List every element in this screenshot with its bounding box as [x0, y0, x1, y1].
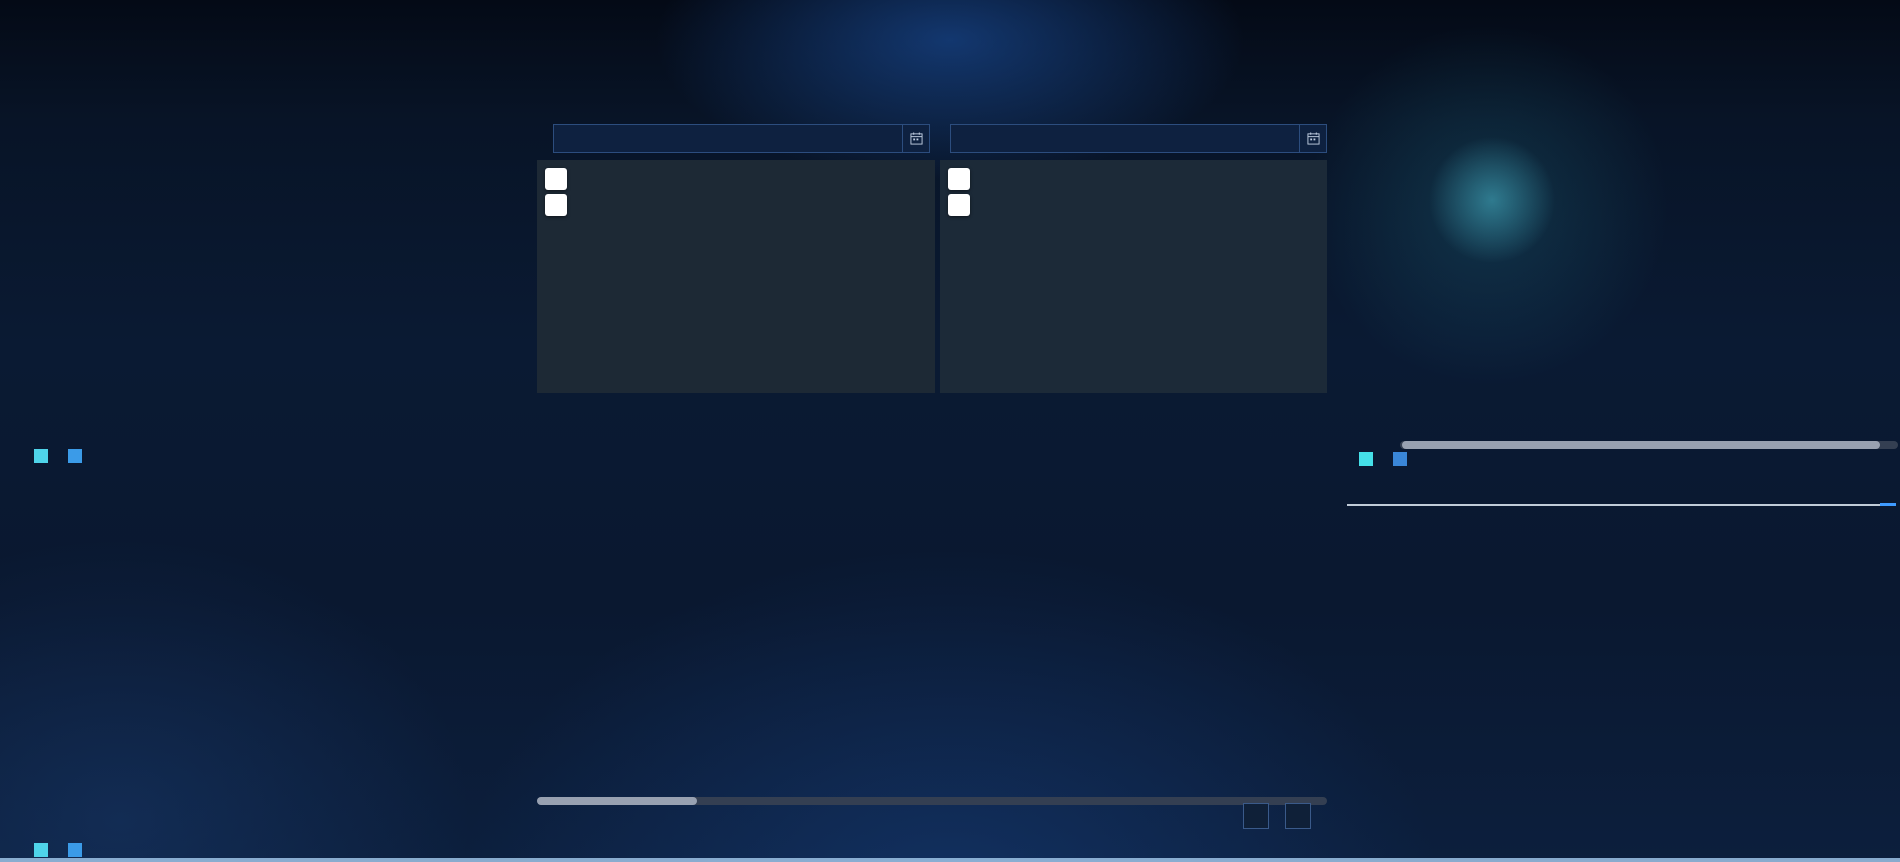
vaccine-chart: [1347, 148, 1900, 438]
legend-item[interactable]: [34, 449, 54, 464]
legend-item[interactable]: [34, 843, 54, 858]
bottom-edge: [0, 858, 1900, 862]
end-date-box[interactable]: [950, 124, 1327, 153]
calendar-icon[interactable]: [902, 125, 929, 152]
taiwan-map[interactable]: [940, 160, 1327, 393]
legend-item[interactable]: [1393, 452, 1413, 467]
page-up-button[interactable]: [1243, 803, 1269, 829]
taiwan-trend-legend: [10, 843, 88, 858]
taiwan-trend-chart: [4, 500, 436, 840]
vaccine-swatch-icon: [68, 449, 82, 463]
world-map[interactable]: [537, 160, 935, 393]
zoom-out-button[interactable]: [948, 194, 970, 216]
vaccine-brand-legend: [1335, 452, 1413, 467]
zoom-in-button[interactable]: [545, 168, 567, 190]
start-date-input[interactable]: [554, 131, 902, 146]
world-trend-legend: [10, 449, 88, 464]
end-date-input[interactable]: [951, 131, 1299, 146]
world-trend-chart: [4, 156, 436, 448]
distribution-header: [1347, 498, 1896, 506]
vaccine-chart-scrollbar[interactable]: [1400, 441, 1898, 449]
astrazeneca-swatch-icon: [1359, 452, 1373, 466]
legend-item[interactable]: [68, 843, 88, 858]
taiwan-map-graphic: [940, 160, 1327, 393]
hotzone-wordcloud: [1333, 534, 1900, 858]
time-filter-row: [537, 124, 1327, 153]
start-date-box[interactable]: [553, 124, 930, 153]
confirmed-swatch-icon: [34, 449, 48, 463]
map-zoom-controls: [948, 168, 970, 220]
legend-item[interactable]: [1359, 452, 1379, 467]
vaccine-swatch-icon: [68, 843, 82, 857]
map-zoom-controls: [545, 168, 567, 220]
scrollbar-thumb[interactable]: [1402, 441, 1880, 449]
confirmed-swatch-icon: [34, 843, 48, 857]
pagination: [1243, 803, 1311, 829]
page-down-button[interactable]: [1285, 803, 1311, 829]
calendar-icon[interactable]: [1299, 125, 1326, 152]
world-map-graphic: [537, 160, 935, 393]
scrollbar-thumb[interactable]: [537, 797, 697, 805]
legend-item[interactable]: [68, 449, 88, 464]
zoom-in-button[interactable]: [948, 168, 970, 190]
moderna-swatch-icon: [1393, 452, 1407, 466]
region-table-scrollbar[interactable]: [537, 797, 1327, 805]
zoom-out-button[interactable]: [545, 194, 567, 216]
